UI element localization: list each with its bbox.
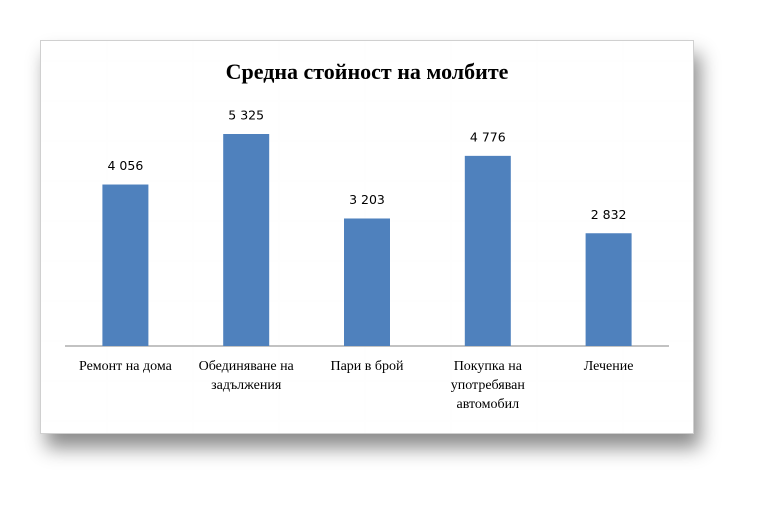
- bar: [102, 184, 149, 346]
- x-tick-label: Покупка на употребяван автомобил: [450, 359, 525, 412]
- bar: [223, 134, 270, 346]
- x-tick-label: Ремонт на дома: [78, 359, 172, 374]
- data-label: 2 832: [591, 207, 627, 222]
- data-label: 4 776: [470, 129, 506, 144]
- data-label: 4 056: [108, 158, 144, 173]
- bar: [344, 218, 390, 346]
- data-label: 3 203: [349, 192, 385, 207]
- chart-title: Средна стойност на молбите: [226, 59, 509, 84]
- x-tick-label: Лечение: [583, 359, 634, 374]
- bar: [585, 233, 632, 346]
- data-label: 5 325: [228, 108, 264, 123]
- bar: [464, 155, 511, 346]
- x-tick-label: Обединяване на задължения: [198, 359, 294, 393]
- x-tick-label: Пари в брой: [330, 359, 404, 374]
- chart: Средна стойност на молбите 4 056 5 325 3 2…: [41, 41, 693, 433]
- chart-frame: Средна стойност на молбите 4 056 5 325 3 2…: [40, 40, 694, 434]
